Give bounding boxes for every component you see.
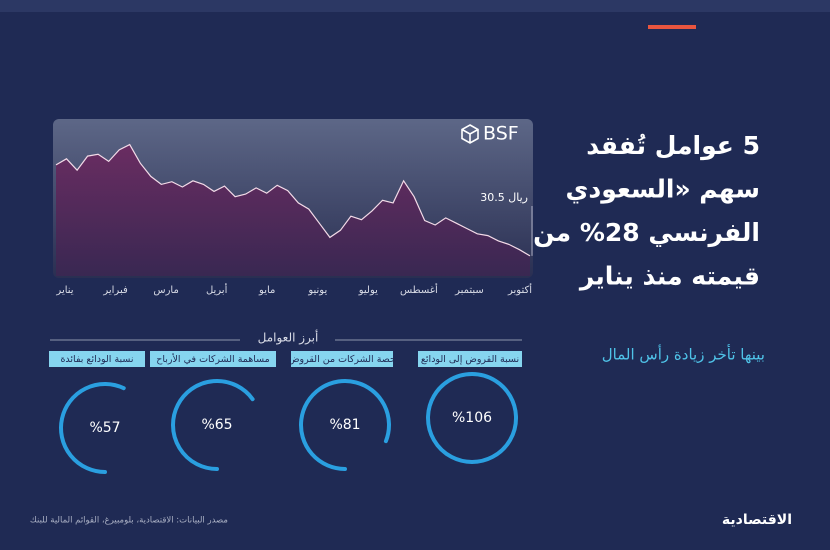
x-tick-label: يونيو (307, 285, 327, 296)
x-tick-label: مارس (153, 285, 178, 296)
x-tick-label: سبتمبر (454, 285, 484, 296)
title-line: سهم «السعودي (566, 175, 760, 205)
gauge-arc (426, 372, 518, 464)
accent-bar (648, 25, 696, 29)
x-tick-label: أبريل (206, 283, 228, 296)
x-tick-label: أكتوبر (507, 283, 532, 296)
gauge-value: %81 (329, 417, 360, 433)
price-line (55, 143, 531, 257)
label-box (418, 351, 522, 367)
x-tick-label: أغسطس (400, 283, 438, 296)
logo-icon (461, 124, 479, 144)
subtitle: بينها تأخر زيادة رأس المال (602, 344, 765, 364)
factor-label: نسبة القروض إلى الودائع (421, 354, 519, 365)
brand: الاقتصادية (722, 512, 792, 528)
label-box (49, 351, 145, 367)
label-box (150, 351, 276, 367)
x-tick-label: يناير (55, 285, 73, 296)
factor-label: نسبة الودائع بفائدة (60, 354, 133, 365)
gauge-arc (299, 379, 391, 471)
section-title: أبرز العوامل (258, 330, 319, 346)
gauge-value: %57 (89, 420, 120, 436)
last-label: 30.5 ريال (480, 191, 528, 204)
gauge-arc (59, 382, 126, 474)
source: مصدر البيانات: الاقتصادية، بلومبيرغ، الق… (30, 516, 228, 526)
label-box (291, 351, 393, 367)
factor-label: مساهمة الشركات في الأرباح (156, 353, 270, 365)
title-line: الفرنسي 28% من (533, 218, 760, 248)
title-line: 5 عوامل تُفقد (586, 131, 760, 161)
logo: BSF (483, 123, 519, 145)
x-tick-label: مايو (258, 285, 275, 296)
x-tick-label: فبراير (102, 285, 128, 296)
top-strip (0, 0, 830, 12)
title-line: قيمته منذ يناير (578, 262, 760, 292)
gauge-value: %106 (452, 410, 492, 426)
x-tick-label: يوليو (358, 285, 378, 296)
gauge-arc (171, 379, 255, 471)
factor-label: حصة الشركات من القروض (288, 354, 396, 365)
area-fill (56, 144, 530, 276)
gauge-value: %65 (201, 417, 232, 433)
